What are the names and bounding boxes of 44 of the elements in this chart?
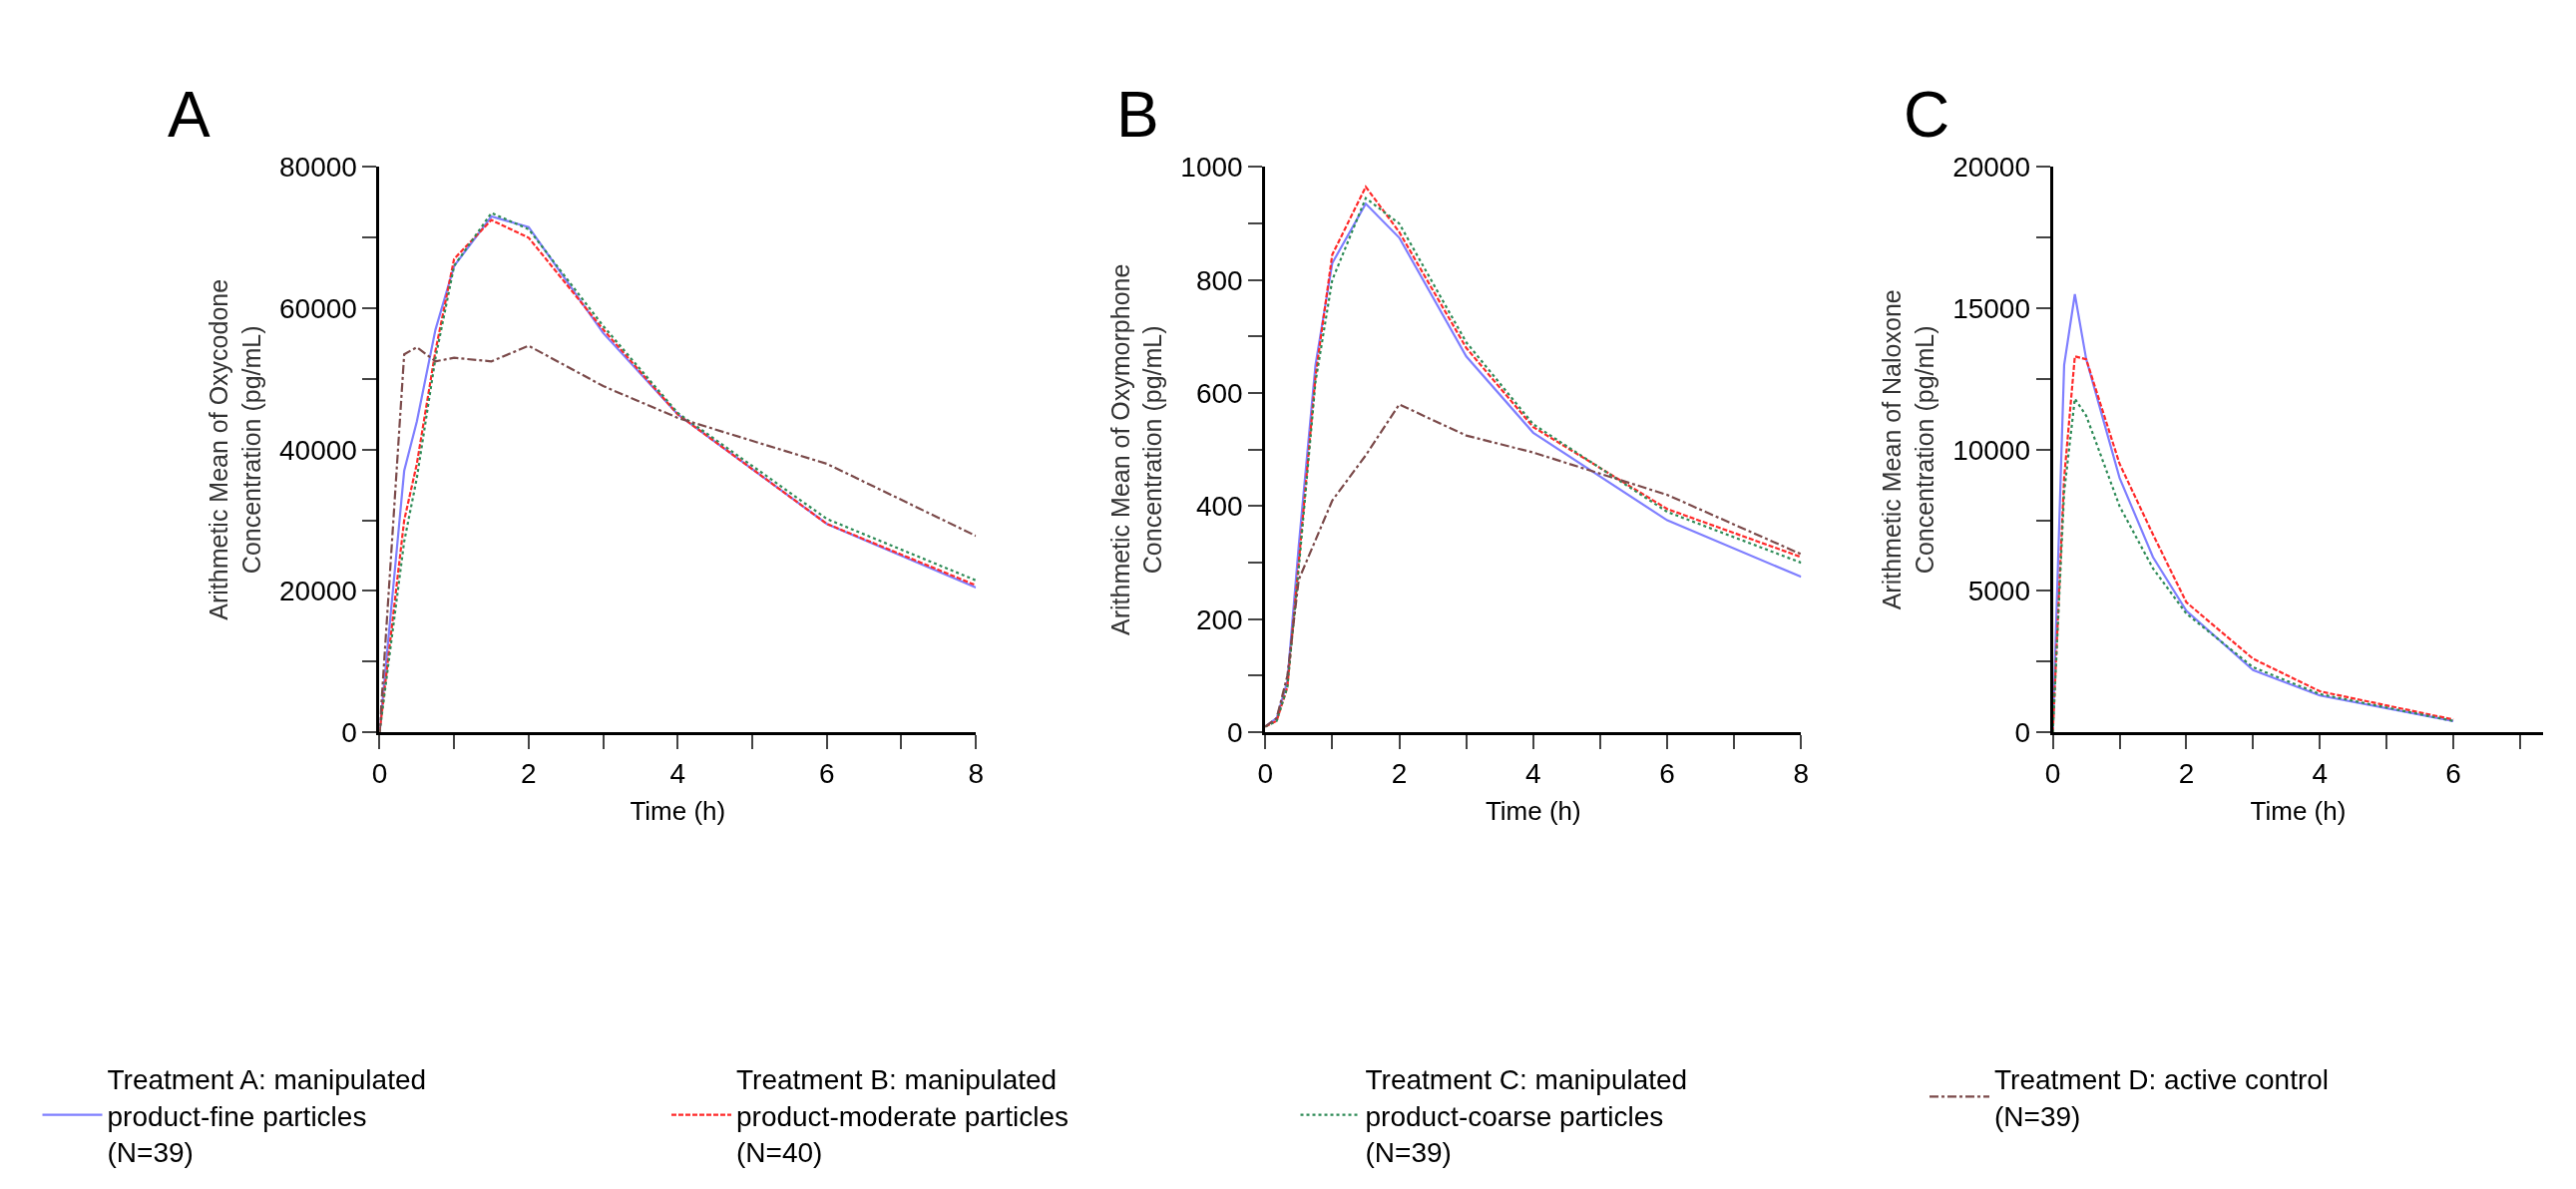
x-tick-label: 4 <box>1525 757 1541 789</box>
y-tick-label: 40000 <box>278 434 357 466</box>
chart-title: C <box>1904 79 1950 151</box>
y-tick-label: 20000 <box>1952 152 2030 184</box>
y-tick-label: 80000 <box>278 152 357 184</box>
line-series <box>1265 403 1802 728</box>
y-tick-label: 0 <box>341 716 357 748</box>
legend-label: Treatment C: manipulated product-coarse particles (N=39) <box>1365 1064 1688 1168</box>
x-axis-title: Time (h) <box>1485 796 1581 827</box>
y-axis-title: Arithmetic Mean of Oxymorphone Concentration (pg/mL) <box>1105 263 1167 635</box>
y-tick-label: 200 <box>1195 603 1243 635</box>
x-tick-label: 0 <box>2044 757 2061 789</box>
y-axis-title: Arithmetic Mean of Naloxone Concentration (pg/mL) <box>1878 289 1938 610</box>
y-tick-label: 0 <box>1227 716 1243 748</box>
y-tick-label: 800 <box>1195 264 1243 296</box>
y-tick-label: 10000 <box>1952 434 2030 466</box>
x-tick-label: 0 <box>1257 757 1273 789</box>
legend-label: Treatment D: active control (N=39) <box>1994 1064 2330 1132</box>
x-tick-label: 8 <box>968 757 984 789</box>
y-tick-label: 0 <box>2014 716 2030 748</box>
y-tick-label: 600 <box>1195 377 1243 409</box>
x-tick-label: 4 <box>669 757 686 789</box>
legend-label: Treatment A: manipulated product-fine particles (N=39) <box>107 1064 427 1168</box>
x-axis-title: Time (h) <box>630 796 726 827</box>
y-tick-label: 20000 <box>278 576 357 607</box>
y-axis-title: Arithmetic Mean of Oxycodone Concentration (pg/mL) <box>205 278 265 620</box>
y-tick-label: 1000 <box>1180 152 1243 184</box>
y-tick-label: 5000 <box>1967 576 2030 607</box>
legend-label: Treatment B: manipulated product-moderate particles (N=40) <box>736 1064 1070 1168</box>
chart-title: A <box>168 79 211 151</box>
y-tick-label: 15000 <box>1952 292 2030 324</box>
x-tick-label: 8 <box>1793 757 1810 789</box>
x-tick-label: 2 <box>521 757 537 789</box>
x-tick-label: 2 <box>1391 757 1408 789</box>
x-axis-title: Time (h) <box>2250 796 2347 827</box>
x-tick-label: 6 <box>818 757 835 789</box>
y-tick-label: 400 <box>1195 491 1243 523</box>
chart-title: B <box>1116 79 1159 151</box>
x-tick-label: 2 <box>2178 757 2195 789</box>
x-tick-label: 6 <box>1659 757 1675 789</box>
x-tick-label: 4 <box>2312 757 2329 789</box>
y-tick-label: 60000 <box>278 292 357 324</box>
x-tick-label: 6 <box>2445 757 2461 789</box>
x-tick-label: 0 <box>371 757 388 789</box>
